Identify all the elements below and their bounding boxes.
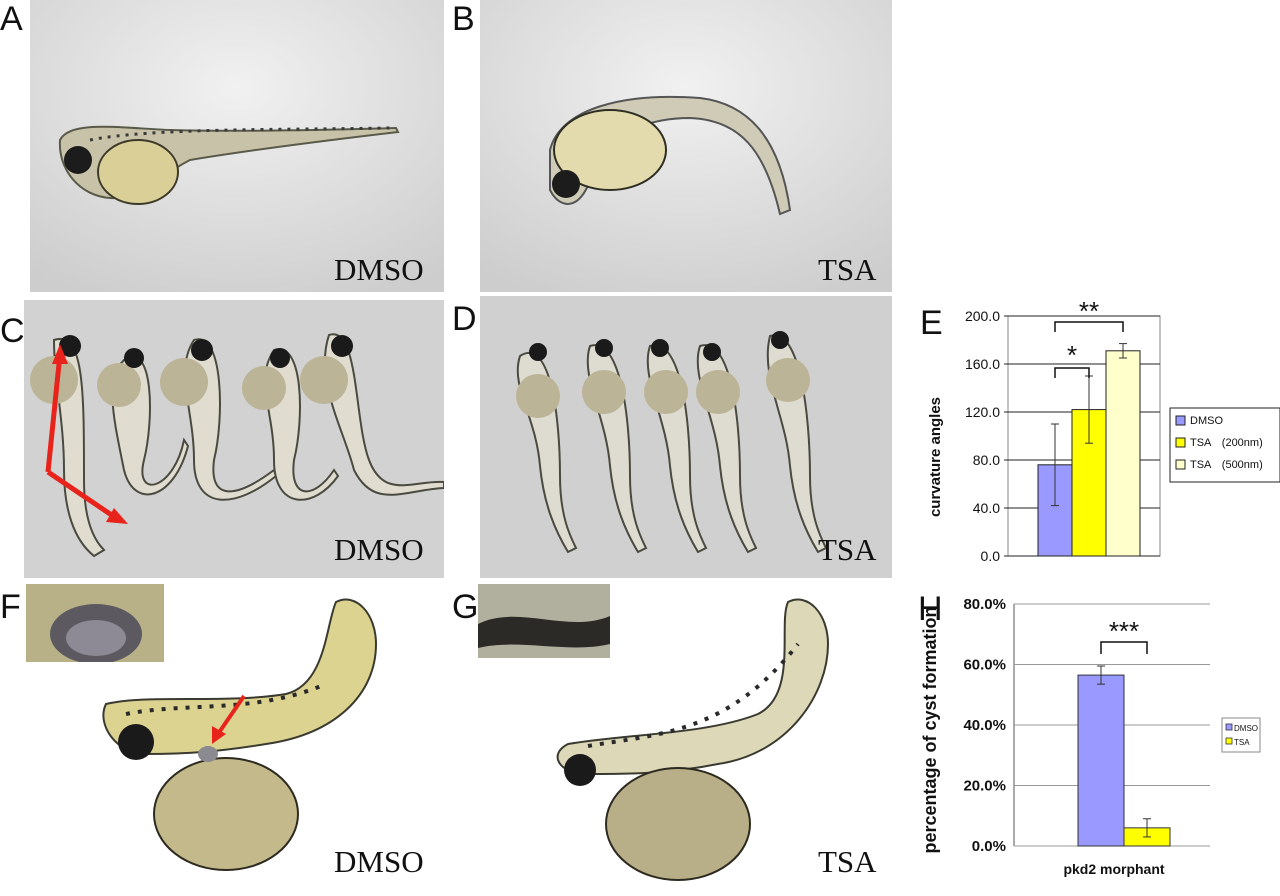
h-bars bbox=[1077, 665, 1171, 847]
panel-letter-e: E bbox=[920, 304, 943, 342]
e-legend-swatch bbox=[1175, 437, 1186, 448]
h-significance: *** bbox=[1109, 616, 1139, 646]
panel-letter-a: A bbox=[0, 0, 23, 38]
h-y-axis-label: percentage of cyst formation bbox=[920, 606, 940, 853]
e-tick-label: 160.0 bbox=[965, 356, 1000, 372]
caption-b: TSA bbox=[818, 252, 877, 287]
e-bar-2 bbox=[1105, 350, 1141, 557]
panel-letter-f: F bbox=[0, 588, 21, 626]
e-legend-label: TSA (500nm) bbox=[1190, 459, 1263, 471]
h-legend: DMSO TSA bbox=[1221, 717, 1261, 753]
e-tick-label: 80.0 bbox=[973, 452, 1000, 468]
e-legend-box bbox=[1169, 407, 1280, 483]
e-legend-label: DMSO bbox=[1190, 415, 1223, 427]
h-x-axis-label: pkd2 morphant bbox=[1063, 861, 1164, 877]
e-bracket-1 bbox=[1054, 367, 1090, 378]
e-legend-swatch bbox=[1175, 459, 1186, 470]
e-tick-label: 200.0 bbox=[965, 308, 1000, 324]
inset-no-cyst-zoom bbox=[478, 584, 610, 658]
red-arrow-f bbox=[216, 694, 246, 736]
h-tick-label: 20.0% bbox=[963, 778, 1006, 795]
h-legend-label: DMSO bbox=[1234, 724, 1258, 733]
h-legend-label: TSA bbox=[1234, 738, 1250, 747]
e-tick-label: 120.0 bbox=[965, 404, 1000, 420]
photo-panel-b bbox=[480, 0, 892, 292]
e-significance-1: * bbox=[1067, 340, 1077, 370]
e-tick-label: 40.0 bbox=[973, 500, 1000, 516]
zebrafish-larva-no-cyst bbox=[478, 584, 892, 890]
panel-letter-h: H bbox=[918, 590, 943, 628]
e-tick-label: 0.0 bbox=[981, 548, 1001, 564]
e-significance-2: ** bbox=[1079, 300, 1099, 326]
photo-panel-a bbox=[30, 0, 444, 292]
h-bar-0 bbox=[1077, 674, 1125, 847]
photo-panel-d bbox=[480, 296, 892, 578]
chart-cyst-formation: percentage of cyst formation pkd2 morpha… bbox=[920, 596, 1261, 877]
panel-letter-c: C bbox=[0, 312, 25, 350]
h-annotations: *** bbox=[1100, 616, 1148, 654]
photo-panel-f bbox=[26, 584, 444, 890]
zebrafish-larva-straight bbox=[30, 0, 444, 292]
h-bracket bbox=[1100, 641, 1148, 654]
h-tick-label: 80.0% bbox=[963, 596, 1006, 613]
zebrafish-larva-curved bbox=[480, 0, 892, 292]
h-tick-label: 40.0% bbox=[963, 717, 1006, 734]
h-tick-label: 60.0% bbox=[963, 657, 1006, 674]
h-legend-swatch bbox=[1225, 723, 1233, 731]
e-legend-label: TSA (200nm) bbox=[1190, 437, 1263, 449]
panel-letter-d: D bbox=[452, 300, 477, 338]
caption-a: DMSO bbox=[334, 252, 424, 287]
panel-letter-b: B bbox=[452, 0, 475, 38]
zebrafish-group-dmso bbox=[24, 300, 444, 578]
e-legend-swatch bbox=[1175, 415, 1186, 426]
h-tick-label: 0.0% bbox=[972, 838, 1006, 855]
chart-curvature-angles: curvature angles 0.0 40.0 80.0 120.0 160.0 20… bbox=[927, 300, 1280, 564]
e-legend: DMSO TSA (200nm) TSA (500nm) bbox=[1169, 407, 1280, 483]
e-bracket-2 bbox=[1054, 321, 1124, 332]
e-y-axis-label: curvature angles bbox=[927, 397, 944, 517]
caption-c: DMSO bbox=[334, 532, 424, 567]
caption-g: TSA bbox=[818, 844, 877, 879]
h-y-ticks: 0.0% 20.0% 40.0% 60.0% 80.0% bbox=[963, 596, 1006, 855]
zebrafish-group-tsa bbox=[480, 296, 892, 578]
red-arrow bbox=[45, 353, 118, 521]
caption-d: TSA bbox=[818, 532, 877, 567]
caption-f: DMSO bbox=[334, 844, 424, 879]
e-y-ticks: 0.0 40.0 80.0 120.0 160.0 200.0 bbox=[965, 308, 1008, 564]
panel-letter-g: G bbox=[452, 588, 479, 626]
e-annotations: *** bbox=[1054, 300, 1124, 378]
photo-panel-g bbox=[478, 584, 892, 890]
inset-cyst-zoom bbox=[26, 584, 164, 662]
e-bars bbox=[1037, 343, 1141, 557]
photo-panel-c bbox=[24, 300, 444, 578]
h-legend-swatch bbox=[1225, 737, 1233, 745]
